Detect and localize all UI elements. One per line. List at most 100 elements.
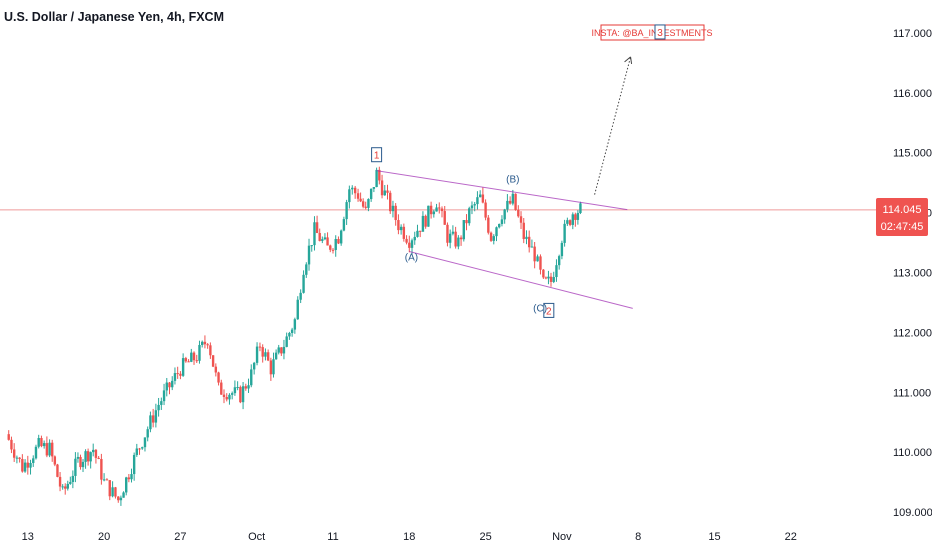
y-tick-label: 109.000 — [893, 507, 932, 519]
candle — [552, 271, 555, 284]
y-tick-label: 111.000 — [893, 387, 931, 399]
candle — [15, 455, 19, 464]
candle — [217, 371, 220, 386]
watermark-box — [600, 24, 705, 41]
candle — [102, 473, 106, 482]
candle — [378, 166, 381, 185]
candle — [190, 348, 193, 363]
candle — [146, 426, 149, 442]
candle — [307, 238, 311, 271]
candle — [117, 496, 120, 503]
candle — [209, 342, 212, 359]
svg-text:3: 3 — [657, 28, 663, 39]
candle — [201, 340, 204, 348]
wave-label-a[interactable]: (A) — [405, 253, 418, 264]
candle — [451, 225, 455, 236]
candle — [356, 188, 360, 202]
candle — [313, 216, 316, 251]
candle — [10, 436, 13, 454]
candle — [261, 344, 264, 363]
candle — [506, 194, 509, 213]
candle — [533, 242, 536, 269]
lower-trendline[interactable] — [409, 251, 633, 309]
candle — [542, 268, 545, 279]
candle — [391, 200, 395, 218]
candle — [211, 355, 215, 368]
wave-label-3[interactable]: 3 — [654, 24, 666, 40]
candle — [359, 192, 362, 203]
candle — [339, 229, 343, 246]
candle — [94, 448, 98, 464]
candle — [498, 223, 501, 229]
candle — [539, 254, 542, 275]
y-tick-label: 112.000 — [893, 327, 932, 339]
candle — [557, 254, 561, 270]
x-tick-label: 8 — [635, 531, 641, 543]
projection-arrowhead — [624, 56, 633, 64]
candle — [321, 236, 324, 244]
wave-label-1[interactable]: 1 — [371, 147, 383, 163]
candle — [203, 335, 207, 349]
candle — [492, 234, 495, 245]
candle — [402, 223, 406, 242]
x-tick-label: 27 — [174, 531, 186, 543]
candle — [100, 453, 103, 485]
candle — [160, 397, 163, 410]
candle — [389, 190, 392, 214]
candle — [264, 348, 267, 361]
candle — [549, 272, 553, 287]
candle — [56, 463, 59, 478]
candle — [195, 354, 198, 363]
candle — [547, 270, 550, 285]
candle — [220, 379, 223, 395]
candle — [42, 440, 46, 449]
x-tick-label: 25 — [479, 531, 491, 543]
candle — [45, 436, 49, 458]
candle — [149, 411, 152, 433]
candle — [568, 219, 572, 227]
candle — [97, 455, 100, 460]
candle — [579, 201, 582, 215]
wave-label-b[interactable]: (B) — [506, 175, 519, 186]
candle — [252, 361, 256, 375]
candle — [228, 393, 231, 405]
candle — [122, 491, 125, 498]
candle — [84, 449, 87, 469]
candle — [525, 230, 528, 245]
candle — [342, 216, 346, 232]
candle — [258, 342, 262, 352]
candle — [413, 231, 416, 245]
candle — [165, 377, 168, 397]
candle — [364, 201, 367, 210]
upper-trendline[interactable] — [376, 170, 628, 211]
candle — [119, 495, 123, 506]
candle — [462, 220, 465, 242]
candle — [12, 443, 16, 462]
candle — [239, 385, 242, 404]
candle — [282, 339, 286, 360]
candle — [132, 452, 136, 481]
candle — [89, 451, 92, 469]
candle — [299, 289, 302, 304]
wave-label-2[interactable]: 2 — [543, 302, 555, 318]
x-tick-label: 22 — [785, 531, 797, 543]
candle — [293, 317, 297, 334]
projection-line[interactable] — [594, 56, 632, 195]
candle — [225, 393, 228, 402]
candle — [290, 327, 294, 337]
candle — [429, 201, 433, 219]
candle — [86, 448, 90, 466]
candle — [266, 349, 270, 362]
candle — [351, 185, 354, 195]
x-tick-label: 11 — [327, 531, 338, 543]
candle — [51, 439, 54, 462]
candle — [157, 397, 160, 417]
candle — [173, 367, 177, 385]
candle — [179, 371, 182, 380]
wave-label-c[interactable]: (C) — [533, 303, 547, 314]
candle — [81, 459, 85, 473]
candle — [405, 235, 408, 245]
candle — [514, 193, 517, 211]
candle — [380, 174, 384, 199]
